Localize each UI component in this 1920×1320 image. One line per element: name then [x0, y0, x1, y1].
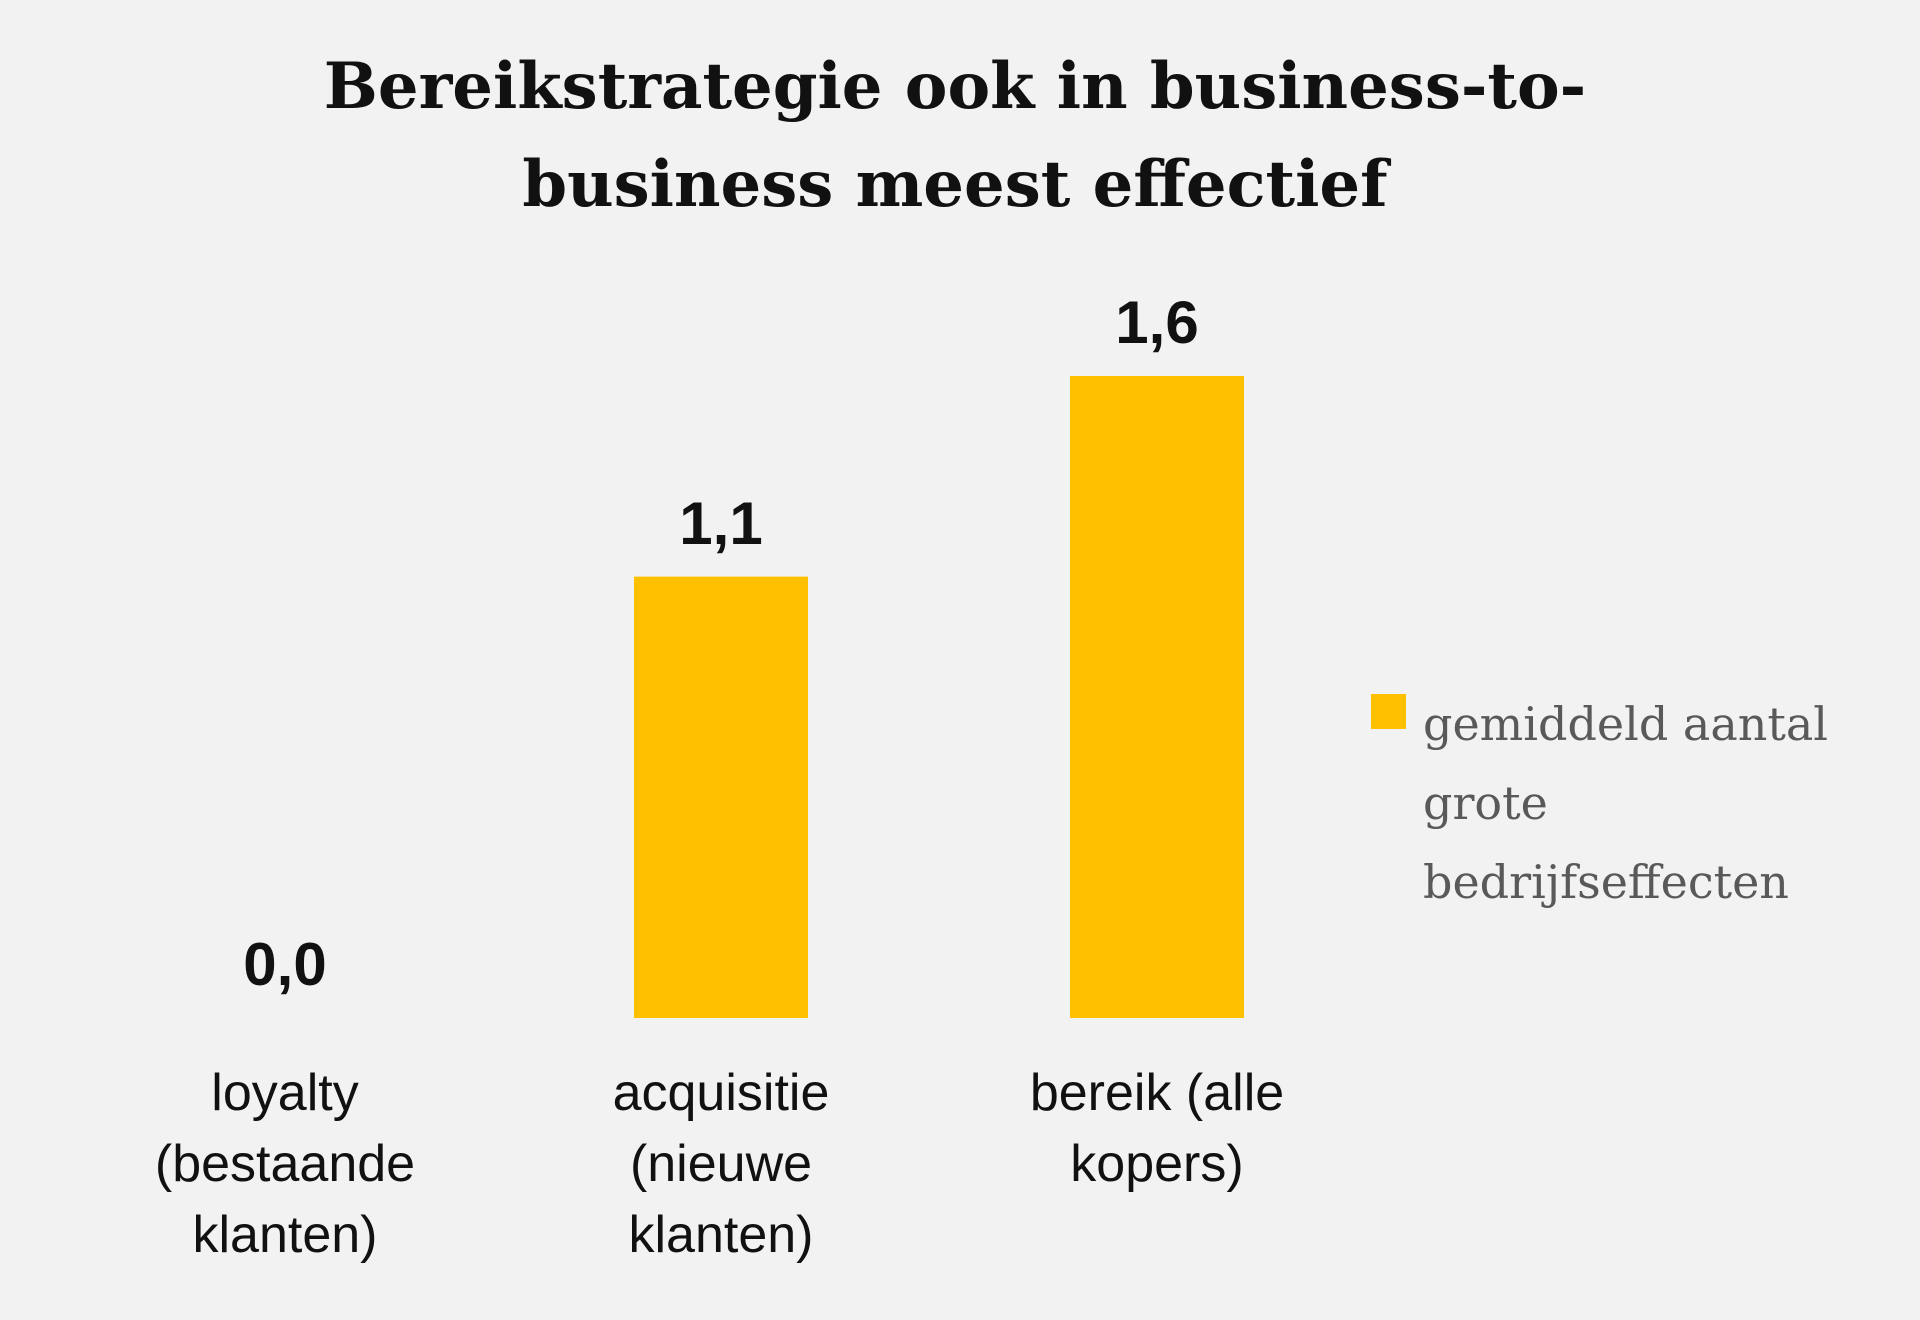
- legend-swatch: [1371, 694, 1406, 729]
- x-tick-label: loyalty (bestaande klanten): [154, 1064, 416, 1264]
- data-label: 0,0: [243, 931, 327, 998]
- bar: [1070, 376, 1244, 1018]
- data-label: 1,1: [679, 489, 763, 557]
- x-tick-label: acquisitie (nieuwe klanten): [612, 1064, 830, 1264]
- data-label: 1,6: [1115, 289, 1199, 356]
- chart-title: Bereikstrategie ook in business-to-busin…: [323, 49, 1587, 222]
- legend-label: gemiddeld aantal grote bedrijfseffecten: [1423, 697, 1828, 909]
- x-tick-label: bereik (alle kopers): [1029, 1064, 1285, 1193]
- bar: [634, 576, 808, 1018]
